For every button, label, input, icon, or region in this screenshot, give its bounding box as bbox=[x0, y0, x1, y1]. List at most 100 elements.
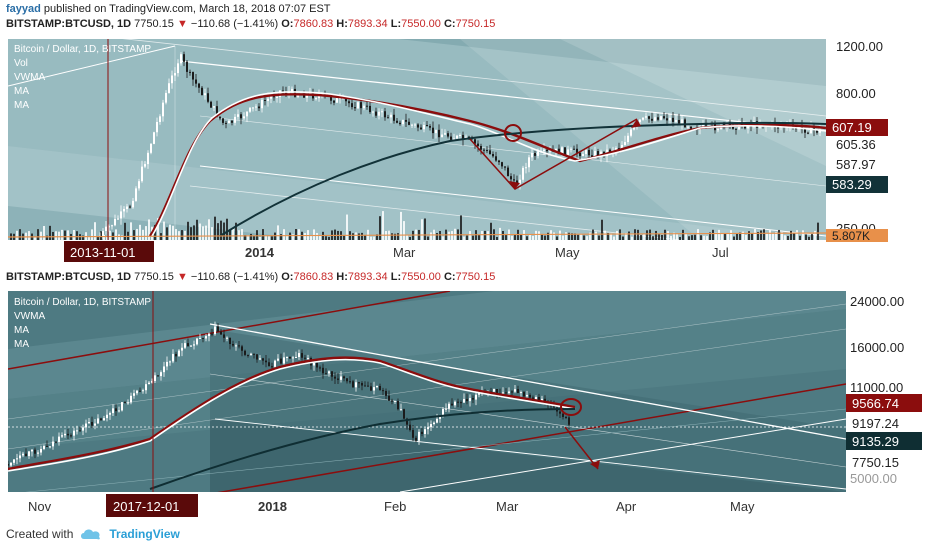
top-candle-body bbox=[567, 149, 569, 156]
top-candle-body bbox=[624, 142, 626, 145]
top-volume-bar bbox=[448, 231, 450, 240]
bottom-candle-body bbox=[439, 415, 441, 419]
bottom-candle-body bbox=[169, 361, 171, 363]
top-volume-bar bbox=[97, 236, 99, 240]
top-candle-body bbox=[417, 124, 419, 128]
top-candle-body bbox=[537, 151, 539, 156]
top-candle-body bbox=[681, 119, 683, 124]
bottom-xlabel-may: May bbox=[730, 499, 755, 514]
top-candle-body bbox=[345, 97, 347, 102]
bottom-candle-body bbox=[172, 353, 174, 362]
top-candle-body bbox=[564, 147, 566, 156]
author-name[interactable]: fayyad bbox=[6, 3, 41, 15]
bottom-chart-panel[interactable]: Bitcoin / Dollar, 1D, BITSTAMP VWMA MA M… bbox=[0, 289, 932, 519]
top-volume-bar bbox=[739, 232, 741, 240]
top-volume-bar bbox=[133, 230, 135, 240]
top-volume-bar bbox=[220, 220, 222, 240]
top-volume-bar bbox=[643, 233, 645, 240]
top-volume-bar bbox=[769, 230, 771, 240]
top-volume-bar bbox=[565, 232, 567, 240]
bottom-candle-body bbox=[364, 385, 366, 387]
top-candle-body bbox=[801, 125, 803, 129]
top-volume-bar bbox=[229, 229, 231, 240]
top-candle-body bbox=[669, 117, 671, 121]
top-volume-bar bbox=[715, 232, 717, 240]
bottom-candle-body bbox=[238, 345, 240, 347]
top-candle-body bbox=[183, 54, 185, 62]
top-volume-bar bbox=[478, 235, 480, 240]
bottom-candle-body bbox=[511, 391, 513, 393]
top-time-axis[interactable] bbox=[8, 240, 826, 262]
top-volume-bar bbox=[145, 226, 147, 240]
top-candle-body bbox=[153, 132, 155, 144]
top-candle-body bbox=[207, 93, 209, 102]
top-candle-body bbox=[582, 154, 584, 157]
top-volume-bar bbox=[439, 230, 441, 240]
top-volume-bar bbox=[766, 232, 768, 240]
top-volume-bar bbox=[55, 231, 57, 240]
top-candle-body bbox=[387, 117, 389, 119]
tradingview-brand[interactable]: TradingView bbox=[109, 527, 180, 541]
top-candle-body bbox=[369, 105, 371, 113]
top-price-axis[interactable] bbox=[826, 39, 926, 240]
top-volume-bar bbox=[460, 215, 462, 240]
top-candle-body bbox=[354, 107, 356, 109]
top-candle-body bbox=[504, 166, 506, 168]
bottom-candle-body bbox=[223, 334, 225, 338]
top-volume-bar bbox=[502, 230, 504, 240]
top-price-label-2: 587.97 bbox=[836, 157, 876, 172]
bottom-ytick-24000: 24000.00 bbox=[850, 294, 904, 309]
top-volume-bar bbox=[787, 235, 789, 240]
top-candle-body bbox=[261, 99, 263, 109]
bottom-candle-body bbox=[340, 376, 342, 380]
bottom-legend-ma2: MA bbox=[14, 339, 29, 350]
bottom-candle-body bbox=[298, 353, 300, 358]
top-candle-body bbox=[717, 128, 719, 131]
top-volume-bar bbox=[505, 234, 507, 240]
top-legend-title: Bitcoin / Dollar, 1D, BITSTAMP bbox=[14, 44, 151, 55]
top-candle-body bbox=[447, 133, 449, 137]
bottom-candle-body bbox=[232, 343, 234, 346]
top-candle-body bbox=[276, 96, 278, 98]
bottom-candle-body bbox=[319, 367, 321, 369]
bottom-candle-body bbox=[136, 390, 138, 394]
top-volume-bar bbox=[328, 236, 330, 240]
top-volume-bar bbox=[238, 230, 240, 240]
bottom-candle-body bbox=[448, 403, 450, 409]
top-volume-bar bbox=[430, 232, 432, 240]
top-volume-bar bbox=[529, 233, 531, 240]
top-candle-body bbox=[450, 136, 452, 140]
top-volume-bar bbox=[370, 236, 372, 240]
top-candle-body bbox=[813, 126, 815, 131]
top-volume-bar bbox=[520, 234, 522, 240]
quote-line-top: BITSTAMP:BTCUSD, 1D 7750.15 ▼ −110.68 (−… bbox=[6, 18, 496, 30]
top-volume-bar bbox=[64, 230, 66, 240]
top-candle-body bbox=[429, 126, 431, 128]
top-volume-bar bbox=[700, 235, 702, 240]
open-value: 7860.83 bbox=[293, 18, 334, 30]
bottom-candle-body bbox=[424, 429, 426, 434]
top-candle-body bbox=[462, 134, 464, 140]
top-volume-bar bbox=[88, 236, 90, 240]
top-candle-body bbox=[234, 116, 236, 123]
top-volume-bar bbox=[148, 219, 150, 240]
top-volume-bar bbox=[424, 218, 426, 240]
top-candle-body bbox=[600, 151, 602, 157]
top-volume-bar bbox=[232, 228, 234, 240]
top-volume-bar bbox=[364, 235, 366, 240]
bottom-price-axis[interactable] bbox=[846, 291, 932, 492]
top-candle-body bbox=[744, 125, 746, 129]
top-volume-bar bbox=[616, 230, 618, 240]
top-volume-bar bbox=[535, 230, 537, 240]
top-volume-bar bbox=[451, 231, 453, 240]
top-chart-panel[interactable]: Bitcoin / Dollar, 1D, BITSTAMP Vol VWMA … bbox=[0, 36, 932, 262]
top-candle-body bbox=[609, 149, 611, 153]
top-volume-bar bbox=[784, 235, 786, 240]
top-candle-body bbox=[186, 61, 188, 72]
top-price-label-1: 605.36 bbox=[836, 137, 876, 152]
top-volume-bar bbox=[394, 233, 396, 240]
top-volume-bar bbox=[781, 232, 783, 240]
bottom-candle-body bbox=[220, 331, 222, 335]
top-candle-body bbox=[444, 133, 446, 135]
top-candle-body bbox=[180, 54, 182, 64]
